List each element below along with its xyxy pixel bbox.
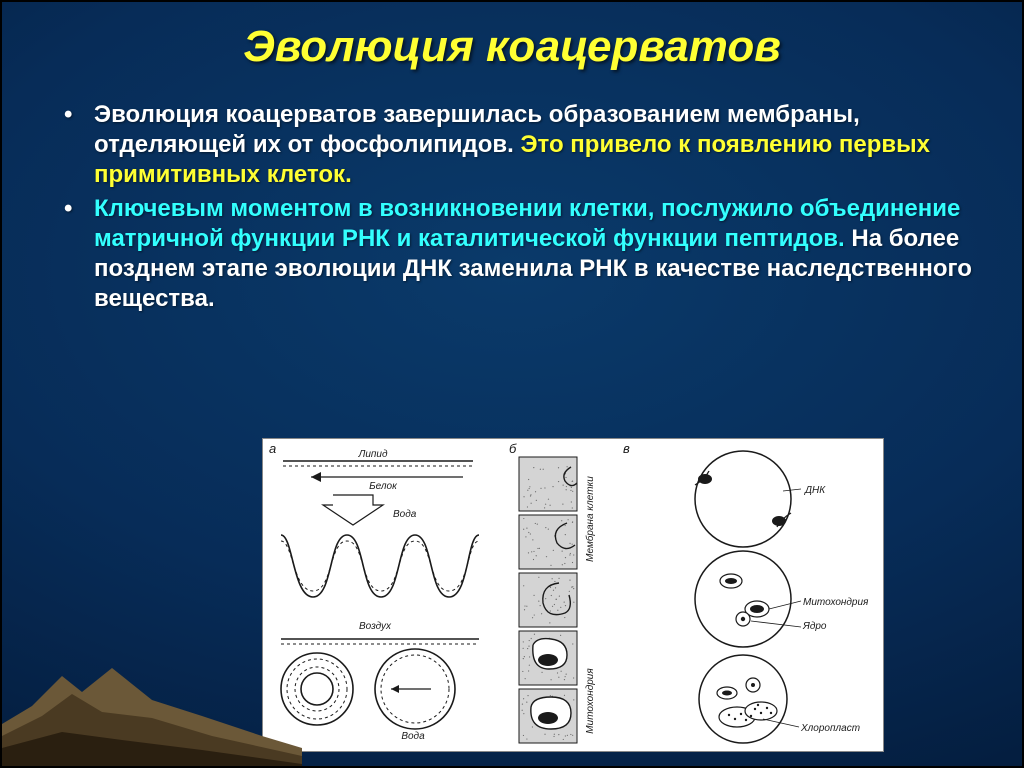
bullet-span: Ключевым моментом в возникновении клетки… <box>94 195 960 252</box>
label-water1: Вода <box>393 509 417 520</box>
bullet-list: Эволюция коацерватов завершилась образов… <box>42 100 990 314</box>
label-lipid: Липид <box>357 449 387 460</box>
slide-title: Эволюция коацерватов <box>2 22 1022 72</box>
label-nucleus: Ядро <box>802 621 827 632</box>
panel-b: б Мембрана клетки Митохондрия <box>509 441 596 743</box>
slide-body: Эволюция коацерватов завершилась образов… <box>42 100 990 318</box>
label-mito-b: Митохондрия <box>585 668 596 734</box>
label-mito-c: Митохондрия <box>803 597 869 608</box>
label-water2: Вода <box>401 731 425 742</box>
label-air: Воздух <box>359 621 392 632</box>
label-chloro: Хлоропласт <box>800 723 860 734</box>
figure-svg: а Липид Белок Вода Возду <box>263 439 883 751</box>
label-protein: Белок <box>369 481 398 492</box>
panel-c-label: в <box>623 441 630 456</box>
panel-a-label: а <box>269 441 276 456</box>
terrain-silhouette <box>2 646 302 766</box>
bullet-item: Эволюция коацерватов завершилась образов… <box>42 100 990 190</box>
figure-panel: а Липид Белок Вода Возду <box>262 438 884 752</box>
panel-b-label: б <box>509 441 517 456</box>
panel-a: а Липид Белок Вода Возду <box>269 441 479 742</box>
label-dna: ДНК <box>804 485 826 496</box>
panel-c: в ДНК <box>623 441 869 743</box>
bullet-item: Ключевым моментом в возникновении клетки… <box>42 194 990 314</box>
label-membrane: Мембрана клетки <box>584 476 596 562</box>
slide: Эволюция коацерватов Эволюция коацервато… <box>0 0 1024 768</box>
